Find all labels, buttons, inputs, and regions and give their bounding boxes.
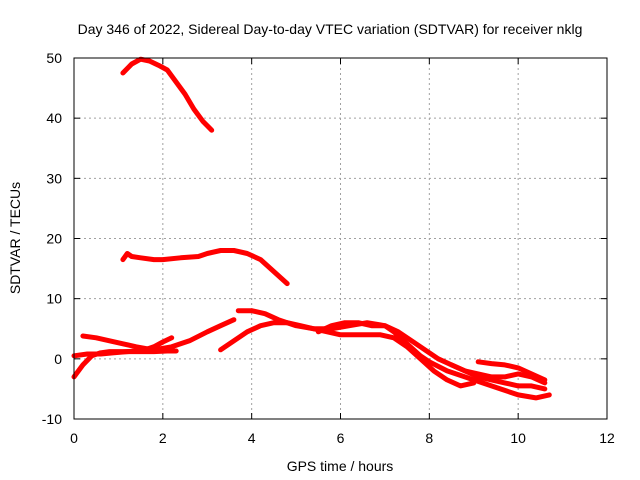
series-arc-low-d	[151, 317, 237, 353]
series-group	[71, 56, 552, 401]
y-tick-label: 20	[46, 231, 62, 247]
x-axis-label: GPS time / hours	[287, 458, 394, 474]
series-arc-high	[120, 56, 215, 133]
y-tick-label: 10	[46, 291, 62, 307]
series-arc-low-h	[449, 362, 548, 386]
y-tick-label: -10	[42, 411, 62, 427]
series-arc-mid	[120, 248, 290, 287]
y-tick-label: 50	[46, 50, 62, 66]
x-tick-label: 10	[510, 430, 526, 446]
x-tick-label: 4	[248, 430, 256, 446]
x-tick-label: 12	[599, 430, 615, 446]
x-tick-labels: 0 2 4 6 8 10 12	[70, 430, 615, 446]
x-tick-label: 0	[70, 430, 78, 446]
grid	[74, 58, 607, 419]
tick-marks	[73, 57, 608, 420]
series-arc-low-i	[475, 359, 548, 383]
chart-title: Day 346 of 2022, Sidereal Day-to-day VTE…	[78, 21, 583, 37]
x-tick-label: 8	[425, 430, 433, 446]
series-arc-low-e	[218, 320, 477, 389]
y-tick-label: 0	[54, 351, 62, 367]
y-tick-label: 40	[46, 110, 62, 126]
series-arc-low-g	[315, 320, 548, 392]
x-tick-label: 6	[337, 430, 345, 446]
x-tick-label: 2	[159, 430, 167, 446]
y-tick-labels: -10 0 10 20 30 40 50	[42, 50, 62, 427]
y-tick-label: 30	[46, 170, 62, 186]
series-arc-low-c	[80, 333, 161, 353]
y-axis-label: SDTVAR / TECUs	[7, 182, 23, 294]
series-arc-low-b	[71, 348, 179, 359]
